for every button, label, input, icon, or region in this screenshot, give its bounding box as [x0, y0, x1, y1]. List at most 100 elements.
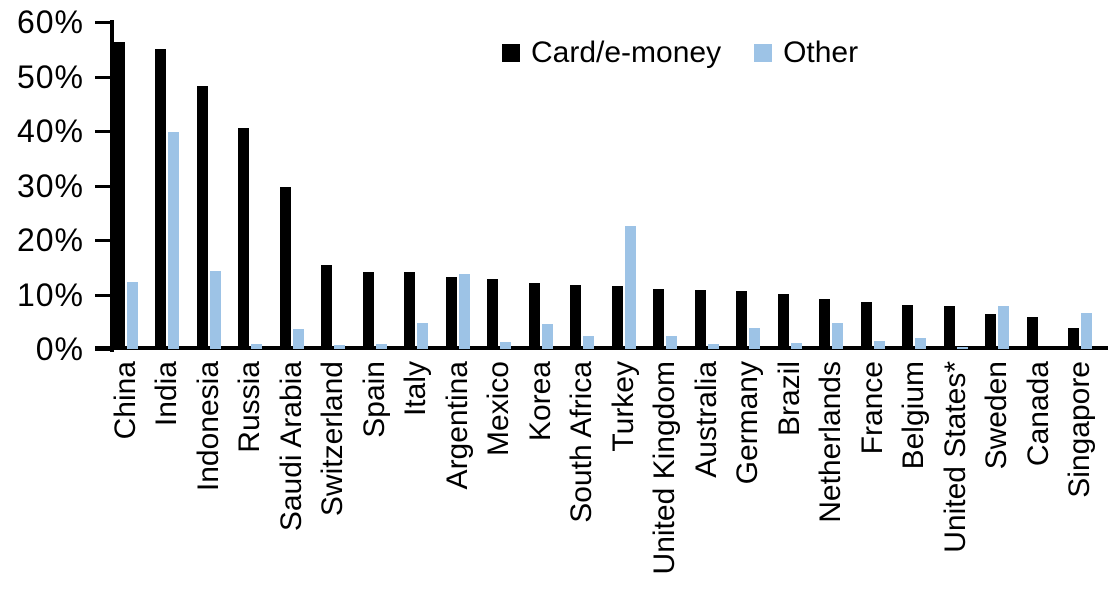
bar-other [624, 226, 636, 349]
card-emoney-swatch-icon [502, 44, 520, 62]
bar-card-emoney [777, 294, 789, 349]
bar-other [126, 282, 138, 349]
bar-group [728, 22, 770, 349]
bar-other [251, 344, 263, 349]
x-axis-category-labels: China India Indonesia Russia Saudi Arabia Swi… [105, 361, 1101, 594]
category-label: India [150, 361, 184, 427]
bar-group [852, 22, 894, 349]
category-label-slot: China [105, 361, 147, 594]
category-label-slot: Mexico [479, 361, 521, 594]
bar-other [707, 344, 719, 349]
legend-item-card-emoney: Card/e-money [502, 38, 721, 68]
category-label-slot: Netherlands [811, 361, 853, 594]
bar-other [998, 306, 1010, 349]
bar-card-emoney [1026, 317, 1038, 349]
bar-group [811, 22, 853, 349]
category-label-slot: Canada [1018, 361, 1060, 594]
y-tick-label: 40% [16, 113, 84, 149]
bar-card-emoney [113, 42, 125, 349]
legend-label-other: Other [783, 36, 859, 69]
bar-group [105, 22, 147, 349]
bar-card-emoney [279, 187, 291, 349]
category-label: United States* [938, 361, 972, 553]
bar-other [168, 132, 180, 349]
bar-card-emoney [487, 279, 499, 349]
bar-other [500, 342, 512, 349]
bar-card-emoney [404, 272, 416, 349]
category-label-slot: Australia [686, 361, 728, 594]
category-label: Italy [399, 361, 433, 417]
category-label: United Kingdom [648, 361, 682, 575]
category-label: Germany [731, 361, 765, 485]
category-label-slot: Switzerland [313, 361, 355, 594]
category-label: South Africa [565, 361, 599, 523]
category-label-slot: Singapore [1060, 361, 1102, 594]
bar-group [645, 22, 687, 349]
bar-card-emoney [362, 272, 374, 349]
bar-card-emoney [943, 306, 955, 349]
bar-group [188, 22, 230, 349]
y-tick-label: 60% [16, 4, 84, 40]
bar-card-emoney [819, 299, 831, 349]
category-label-slot: South Africa [562, 361, 604, 594]
bar-other [458, 274, 470, 349]
bar-card-emoney [902, 305, 914, 349]
y-tick-mark [95, 184, 111, 188]
bar-other [417, 323, 429, 349]
y-tick-label: 50% [16, 58, 84, 95]
y-tick-mark [95, 75, 111, 79]
bar-other [334, 345, 346, 349]
category-label-slot: India [147, 361, 189, 594]
bar-card-emoney [570, 285, 582, 349]
bar-other [832, 323, 844, 349]
bar-other [292, 329, 304, 349]
bar-other [956, 347, 968, 349]
plot-area [105, 22, 1101, 349]
bar-group [686, 22, 728, 349]
category-label: Brazil [772, 361, 806, 437]
category-label: Turkey [606, 361, 640, 452]
y-axis-line [110, 20, 114, 352]
bar-other [583, 336, 595, 349]
category-label: France [855, 361, 889, 455]
bar-card-emoney [445, 277, 457, 349]
bar-card-emoney [196, 86, 208, 349]
legend: Card/e-money Other [502, 38, 858, 68]
category-label-slot: United Kingdom [645, 361, 687, 594]
category-label: Spain [357, 361, 391, 438]
bar-group [894, 22, 936, 349]
bar-group [271, 22, 313, 349]
category-label: Argentina [440, 361, 474, 490]
bar-card-emoney [736, 291, 748, 349]
category-label: Korea [523, 361, 557, 442]
y-tick-mark [95, 130, 111, 133]
bar-group [562, 22, 604, 349]
category-label-slot: Belgium [894, 361, 936, 594]
bar-group [520, 22, 562, 349]
category-label-slot: Brazil [769, 361, 811, 594]
category-label: Saudi Arabia [274, 361, 308, 532]
category-label-slot: Korea [520, 361, 562, 594]
bar-other [666, 336, 678, 349]
category-label-slot: Sweden [977, 361, 1019, 594]
category-label: Switzerland [316, 361, 350, 517]
bar-group [147, 22, 189, 349]
category-label-slot: United States* [935, 361, 977, 594]
bar-group [479, 22, 521, 349]
category-label: Sweden [980, 361, 1014, 470]
category-label-slot: Germany [728, 361, 770, 594]
category-label: Indonesia [191, 361, 225, 492]
category-label-slot: Italy [396, 361, 438, 594]
bar-card-emoney [985, 314, 997, 349]
category-label: Mexico [482, 361, 516, 457]
bar-group [313, 22, 355, 349]
category-label-slot: Russia [230, 361, 272, 594]
category-label-slot: Argentina [437, 361, 479, 594]
bar-group [935, 22, 977, 349]
bar-card-emoney [1068, 328, 1080, 349]
bar-group [437, 22, 479, 349]
category-label-slot: Saudi Arabia [271, 361, 313, 594]
bar-other [790, 343, 802, 349]
category-label-slot: Indonesia [188, 361, 230, 594]
